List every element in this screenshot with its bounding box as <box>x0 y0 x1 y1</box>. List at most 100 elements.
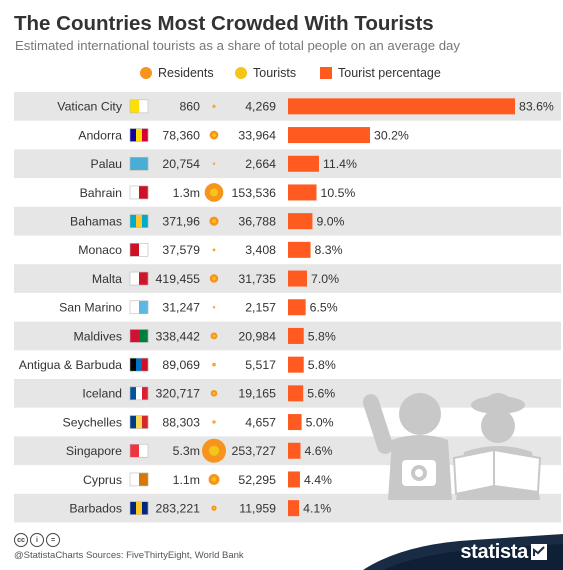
statista-logo-icon <box>531 544 547 560</box>
flag-stripe <box>139 472 149 486</box>
country-label: Vatican City <box>57 100 123 114</box>
table-row: Bahrain 1.3m 153,536 10.5% <box>80 183 356 202</box>
tourists-bubble <box>213 162 215 165</box>
table-row: Iceland 320,717 19,165 5.6% <box>82 385 335 402</box>
residents-value: 89,069 <box>162 358 200 372</box>
flag-border <box>129 99 149 114</box>
tourists-bubble <box>212 276 216 281</box>
tourists-value: 36,788 <box>238 214 276 228</box>
flag-stripe <box>139 300 149 314</box>
tourists-bubble <box>212 391 216 395</box>
percentage-bar <box>288 241 311 258</box>
country-label: Barbados <box>69 501 122 515</box>
flag-stripe <box>136 358 143 372</box>
tourists-bubble <box>213 421 215 423</box>
residents-value: 88,303 <box>162 415 200 429</box>
residents-value: 78,360 <box>162 128 200 142</box>
flag-stripe <box>139 329 149 343</box>
tourists-value: 2,664 <box>245 157 276 171</box>
country-label: Bahrain <box>80 186 123 200</box>
table-row: Barbados 283,221 11,959 4.1% <box>69 500 331 517</box>
row-stripe <box>14 149 561 179</box>
table-row: Vatican City 860 4,269 83.6% <box>57 98 554 115</box>
residents-value: 338,442 <box>156 329 201 343</box>
flag-border <box>129 128 149 142</box>
residents-value: 37,579 <box>162 243 200 257</box>
tourists-value: 4,269 <box>245 100 276 114</box>
legend-residents-label: Residents <box>158 66 214 80</box>
flag-icon <box>129 300 149 315</box>
country-label: Palau <box>91 157 123 171</box>
tourists-value: 253,727 <box>232 444 277 458</box>
row-stripes <box>14 92 561 523</box>
flag-stripe <box>130 272 140 286</box>
tourists-bubble <box>213 249 215 251</box>
tourists-bubble <box>212 133 216 137</box>
flag-border <box>129 357 149 372</box>
flag-border <box>129 415 149 429</box>
percentage-bar <box>288 414 302 431</box>
residents-value: 1.1m <box>173 473 200 487</box>
percentage-label: 6.5% <box>310 301 338 315</box>
table-row: Malta 419,455 31,735 7.0% <box>92 270 339 287</box>
table-row: Maldives 338,442 20,984 5.8% <box>73 327 336 344</box>
cc-icon: cc <box>14 533 28 547</box>
tourists-value: 3,408 <box>245 243 276 257</box>
percentage-label: 11.4% <box>323 157 357 171</box>
residents-value: 283,221 <box>156 501 201 515</box>
flag-icon <box>129 472 149 487</box>
flag-border <box>129 472 149 487</box>
tourists-bubble <box>213 306 215 309</box>
table-row: Monaco 37,579 3,408 8.3% <box>78 241 343 258</box>
flag-stripe <box>139 157 149 171</box>
nd-icon: = <box>46 533 60 547</box>
tourist-illustration-icon <box>362 393 542 500</box>
flag-stripe <box>139 185 149 199</box>
percentage-bar <box>288 299 306 316</box>
legend-percentage-label: Tourist percentage <box>338 66 441 80</box>
percentage-bar <box>288 213 313 230</box>
flag-stripe <box>142 128 149 142</box>
percentage-bar <box>288 327 304 344</box>
flag-stripe <box>130 128 137 142</box>
flag-stripe <box>130 157 140 171</box>
flag-stripe <box>139 272 149 286</box>
flag-stripe <box>130 329 140 343</box>
tourists-swatch-icon <box>235 67 247 79</box>
sources: Sources: FiveThirtyEight, World Bank <box>86 550 244 561</box>
flag-stripe <box>130 444 140 458</box>
chart-title: The Countries Most Crowded With Tourists <box>14 12 434 35</box>
percentage-label: 30.2% <box>374 128 409 142</box>
flag-icon <box>129 243 149 257</box>
percentage-label: 9.0% <box>316 214 344 228</box>
percentage-label: 4.6% <box>304 444 332 458</box>
percentage-label: 5.8% <box>308 358 336 372</box>
flag-icon <box>129 156 149 171</box>
flag-stripe <box>142 358 149 372</box>
residents-value: 1.3m <box>173 186 200 200</box>
flag-stripe <box>142 501 149 515</box>
flag-stripe <box>139 99 149 113</box>
country-label: Seychelles <box>63 415 122 429</box>
row-stripe <box>14 206 561 236</box>
percentage-label: 10.5% <box>321 186 356 200</box>
flag-stripe <box>142 214 149 228</box>
flag-icon <box>129 329 149 343</box>
flag-icon <box>129 501 149 515</box>
flag-stripe <box>136 415 143 429</box>
percentage-bar <box>288 500 300 517</box>
flag-border <box>129 501 149 515</box>
tourists-value: 2,157 <box>245 301 276 315</box>
flag-icon <box>129 443 149 458</box>
flag-border <box>129 386 149 401</box>
percentage-label: 4.4% <box>304 473 332 487</box>
percentage-bar <box>288 356 304 373</box>
flag-stripe <box>139 243 149 257</box>
flag-stripe <box>142 386 149 400</box>
flag-border <box>129 214 149 228</box>
statista-logo-text: statista <box>460 541 528 563</box>
percentage-swatch-icon <box>320 67 332 79</box>
row-stripe <box>14 264 561 293</box>
flag-stripe <box>130 472 140 486</box>
